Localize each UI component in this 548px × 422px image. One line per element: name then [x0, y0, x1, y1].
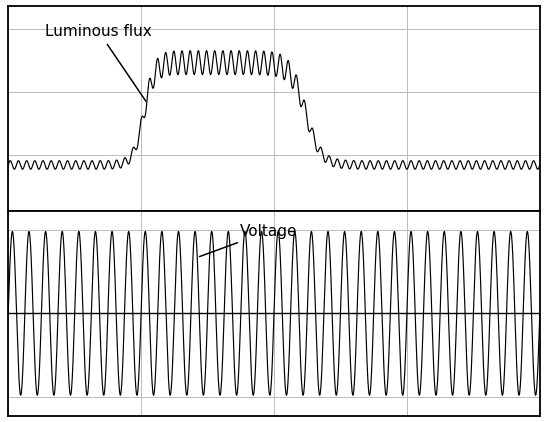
Text: Luminous flux: Luminous flux — [45, 24, 152, 101]
Text: Voltage: Voltage — [199, 224, 297, 257]
